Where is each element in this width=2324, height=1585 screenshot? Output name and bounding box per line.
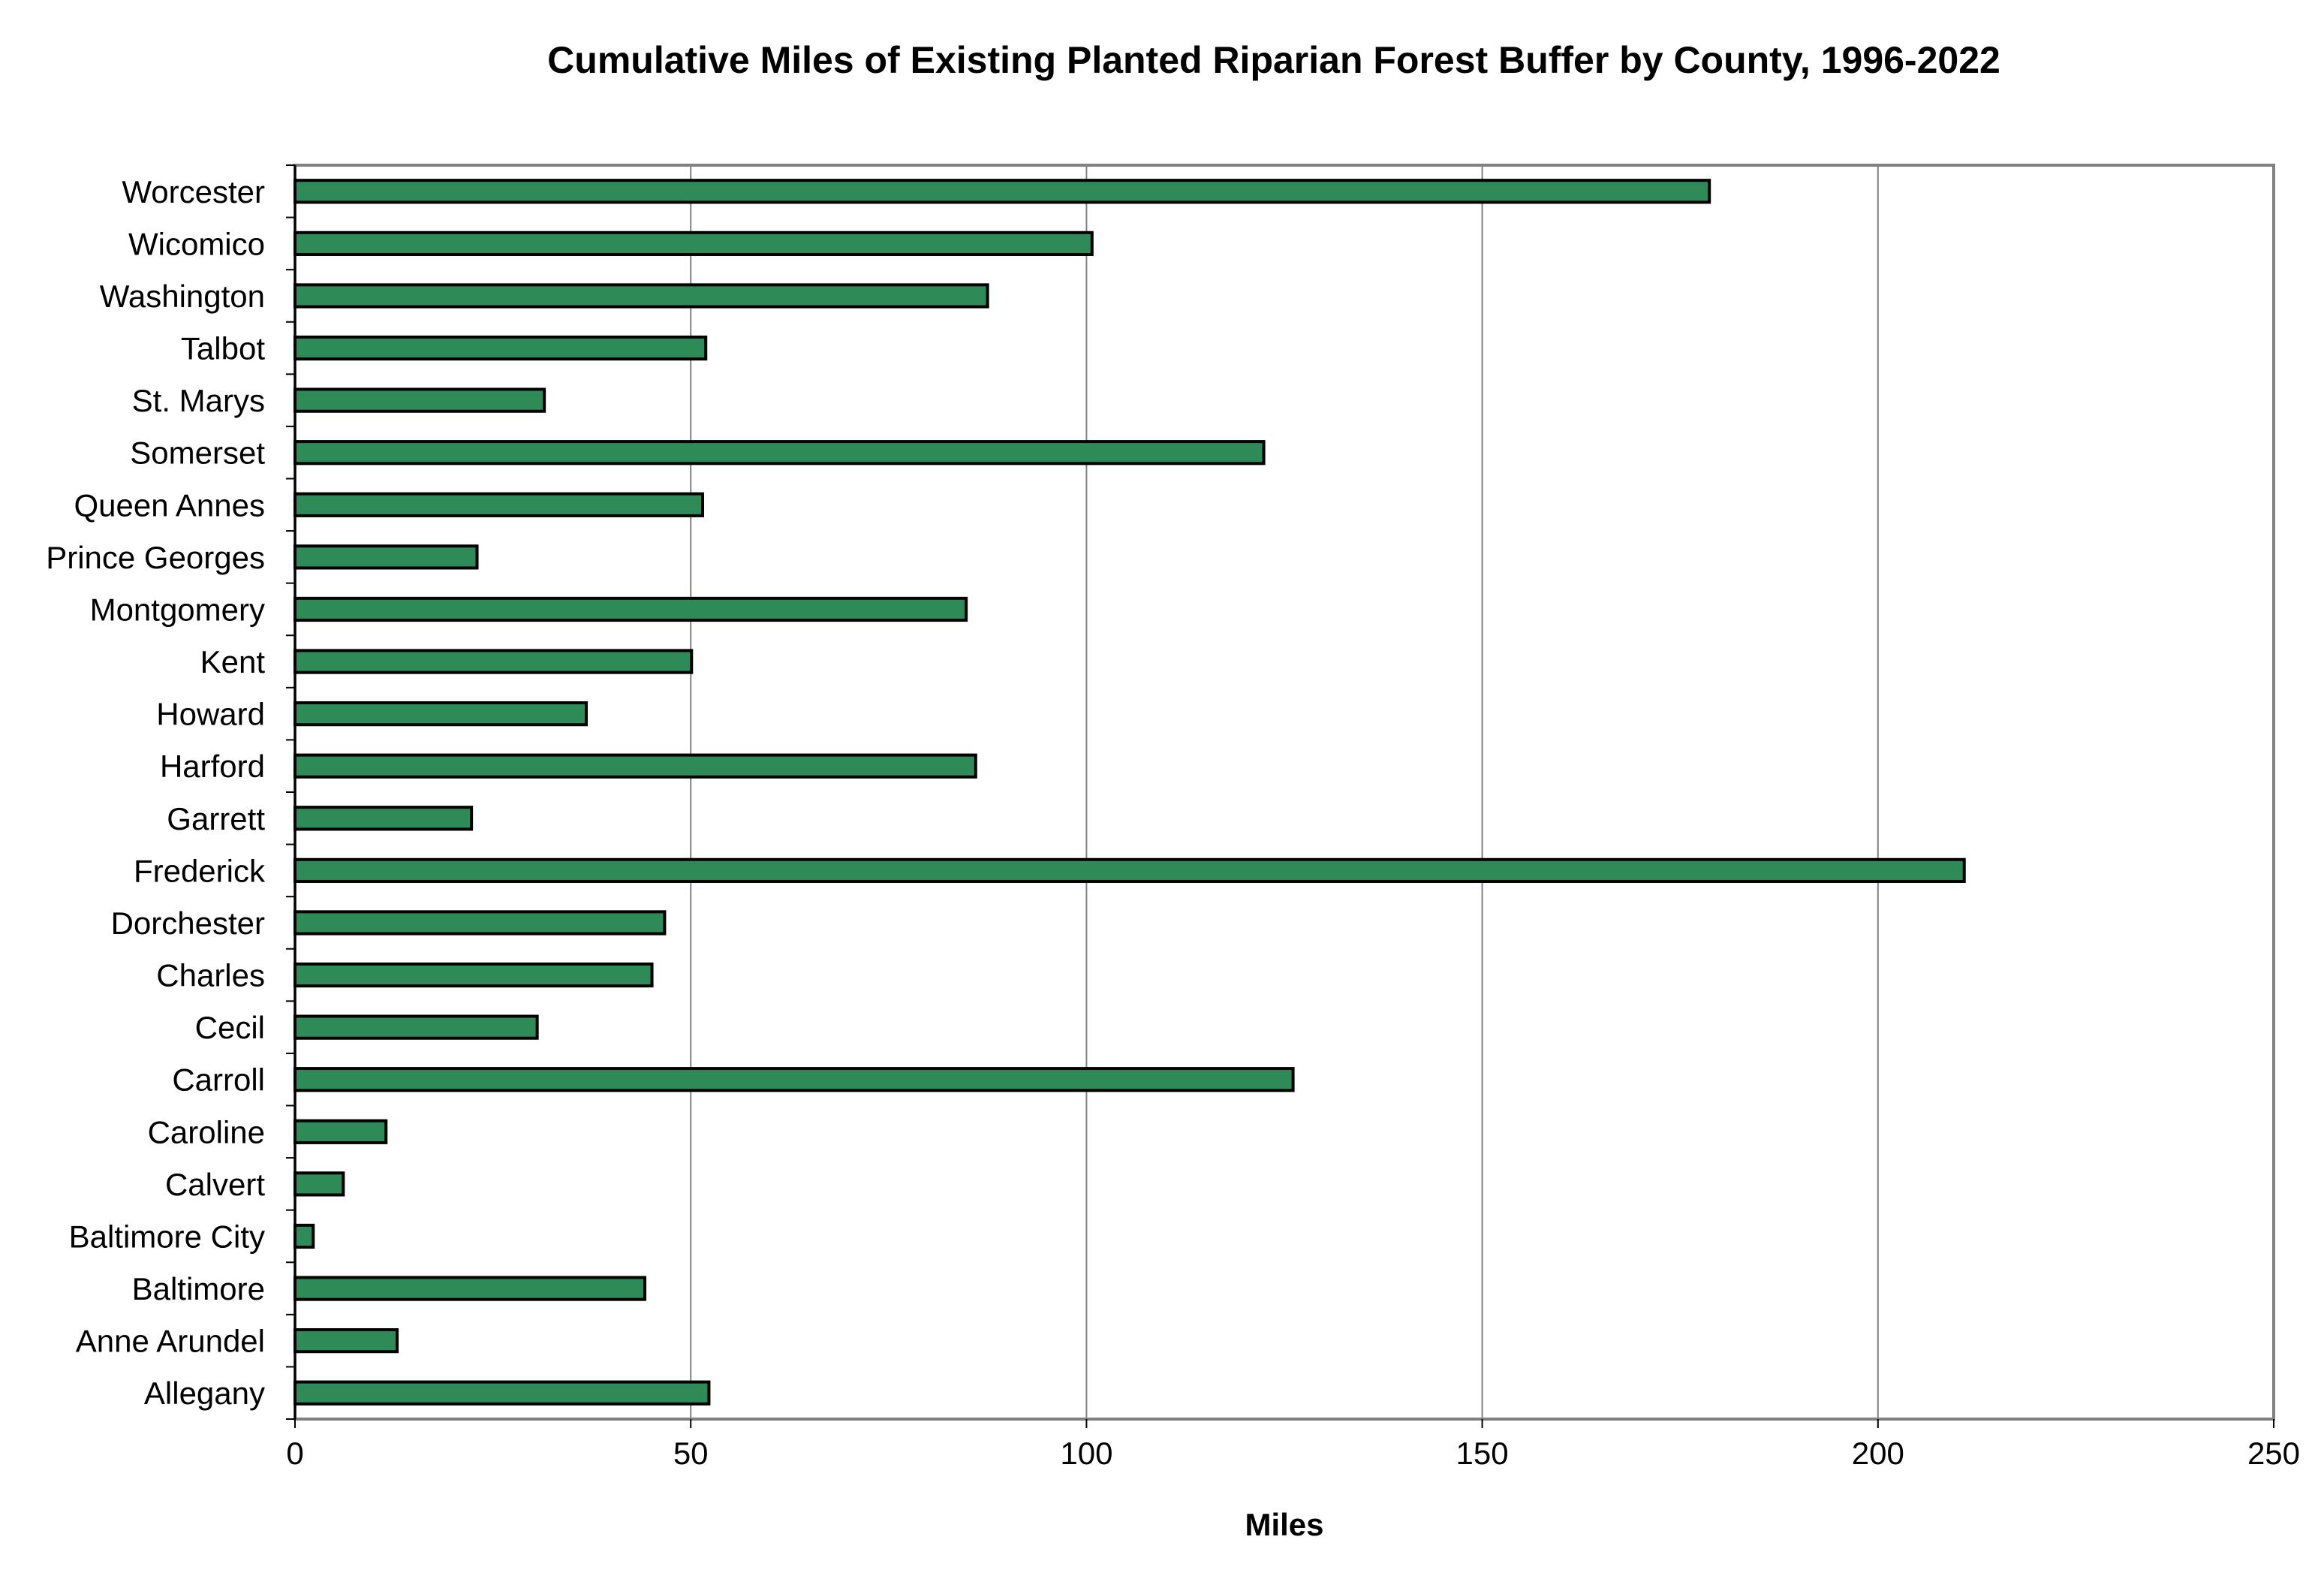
x-tick-label: 200 [1852,1436,1904,1471]
category-label: Baltimore City [69,1219,265,1254]
bar-carroll [294,1067,1295,1092]
category-label: Queen Annes [74,487,265,523]
bar-cecil [294,1014,539,1040]
category-label: Washington [100,279,265,314]
category-label: Anne Arundel [76,1324,265,1359]
bar-prince-georges [294,544,479,570]
bar-calvert [294,1171,345,1197]
bar-caroline [294,1119,388,1144]
bar-kent [294,649,694,674]
category-label: Talbot [181,331,265,366]
bar-dorchester [294,910,667,936]
bar-wicomico [294,231,1094,256]
x-tick-label: 0 [286,1436,303,1471]
chart-title: Cumulative Miles of Existing Planted Rip… [547,39,2000,81]
category-label: Dorchester [111,905,265,941]
bar-st-marys [294,387,546,413]
bar-washington [294,283,989,309]
bar-worcester [294,179,1711,204]
category-label: Prince Georges [46,540,265,575]
bar-baltimore-city [294,1223,315,1249]
category-label: Howard [156,697,265,732]
bar-howard [294,701,589,727]
category-label: Kent [200,644,266,680]
category-label: Baltimore [132,1271,265,1306]
bar-allegany [294,1380,711,1406]
x-tick-label: 50 [673,1436,709,1471]
x-tick-label: 150 [1456,1436,1509,1471]
category-labels: Worcester Wicomico Washington Talbot St. Mar… [46,164,295,1420]
bar-frederick [294,857,1966,883]
bar-anne-arundel [294,1328,399,1354]
category-label: Somerset [130,435,265,471]
category-label: Garrett [167,801,265,836]
category-label: Caroline [148,1114,265,1150]
category-label: Worcester [122,174,265,209]
bar-harford [294,753,977,779]
category-label: Carroll [172,1062,265,1098]
category-label: Frederick [134,853,266,888]
category-label: St. Marys [132,383,265,418]
category-label: Cecil [195,1010,265,1045]
bar-queen-annes [294,492,705,517]
x-tick-label: 250 [2247,1436,2300,1471]
bar-somerset [294,440,1266,466]
bar-baltimore [294,1276,647,1301]
category-label: Montgomery [90,592,265,627]
category-label: Harford [160,749,265,784]
bars [294,179,1966,1406]
category-label: Wicomico [128,226,265,261]
gridlines [690,165,1879,1419]
bar-montgomery [294,596,968,622]
x-axis-title: Miles [1245,1507,1323,1542]
bar-garrett [294,806,474,831]
bar-charles [294,962,654,988]
x-tick-label: 100 [1060,1436,1112,1471]
category-label: Allegany [144,1376,265,1411]
x-axis-ticks: 0 50 100 150 200 250 [286,1419,2300,1471]
category-label: Calvert [165,1167,265,1202]
bar-talbot [294,335,708,361]
category-label: Charles [156,958,265,993]
